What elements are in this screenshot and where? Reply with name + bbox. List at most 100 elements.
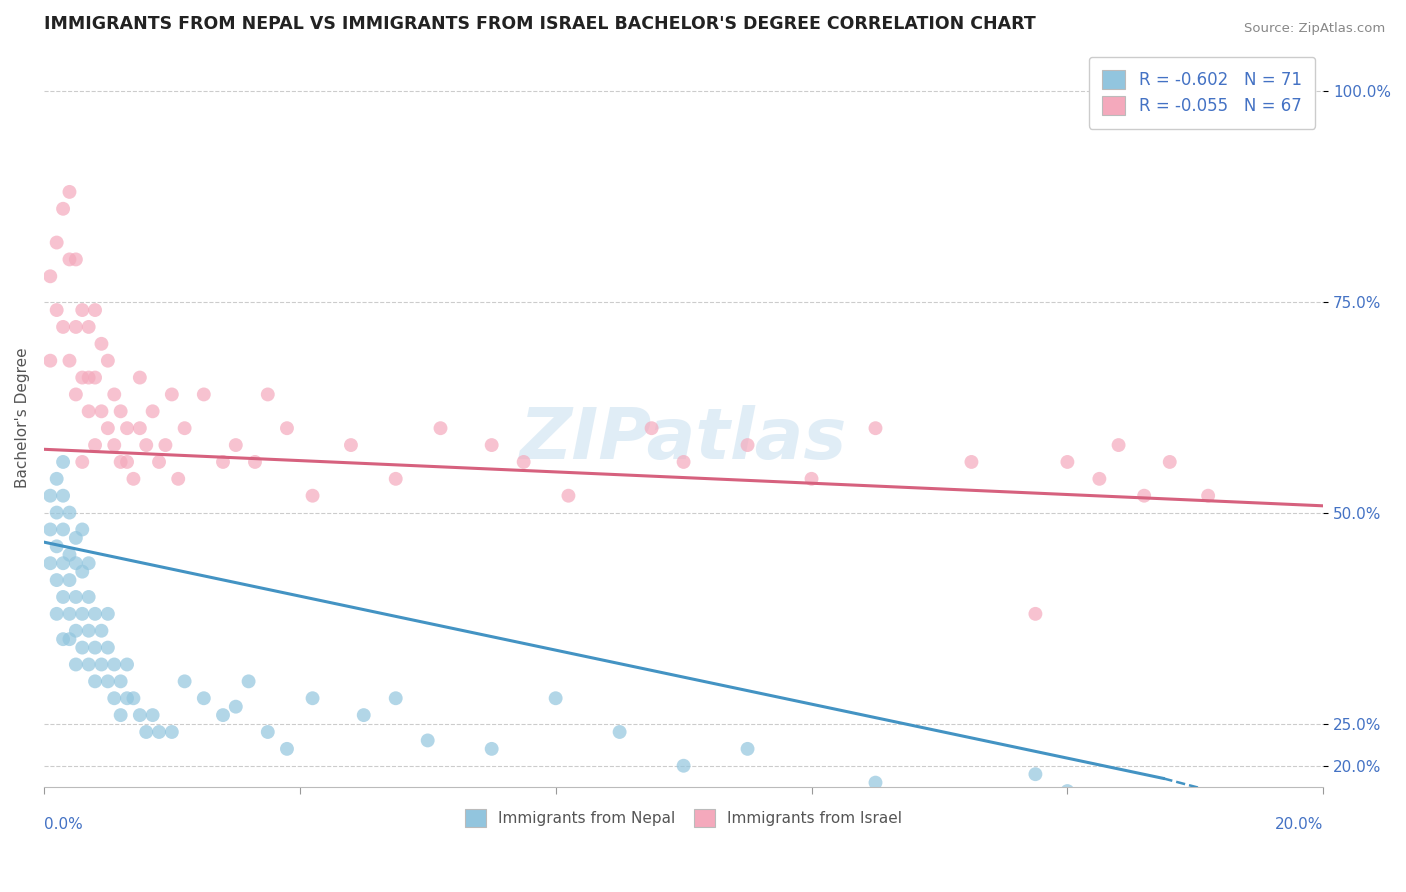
Point (84, 674, 107, 689)
Point (84, 640, 107, 655)
Point (72, 370, 94, 384)
Point (128, 421, 150, 435)
Point (90, 657, 112, 672)
Point (960, 455, 983, 469)
Point (45, 539, 67, 553)
Point (97, 421, 120, 435)
Point (103, 657, 125, 672)
Point (672, 758, 695, 772)
Point (65, 531, 87, 545)
Point (193, 387, 215, 401)
Point (301, 691, 323, 706)
Point (58, 632, 80, 647)
Point (39, 269, 62, 284)
Point (155, 438, 177, 452)
Point (39, 353, 62, 368)
Point (77, 404, 100, 418)
Point (77, 320, 100, 334)
Point (276, 742, 298, 756)
Point (160, 725, 183, 739)
Point (512, 455, 534, 469)
Point (256, 387, 278, 401)
Point (110, 404, 132, 418)
Point (481, 438, 503, 452)
Point (65, 252, 87, 267)
Point (142, 708, 165, 723)
Point (97, 607, 120, 621)
Point (1088, 472, 1111, 486)
Point (115, 691, 138, 706)
Point (52, 489, 75, 503)
Point (77, 624, 100, 638)
Point (238, 674, 260, 689)
Point (58, 607, 80, 621)
Point (148, 455, 170, 469)
Point (65, 624, 87, 638)
Point (65, 590, 87, 604)
Point (1024, 607, 1046, 621)
Point (39, 556, 62, 570)
Point (243, 455, 266, 469)
Point (58, 548, 80, 562)
Point (52, 556, 75, 570)
Point (45, 607, 67, 621)
Point (77, 657, 100, 672)
Point (39, 489, 62, 503)
Point (97, 353, 120, 368)
Point (45, 506, 67, 520)
Text: 20.0%: 20.0% (1275, 817, 1323, 832)
Point (90, 336, 112, 351)
Point (58, 353, 80, 368)
Point (609, 725, 631, 739)
Point (65, 320, 87, 334)
Point (45, 235, 67, 250)
Point (84, 438, 107, 452)
Point (557, 489, 579, 503)
Point (1133, 489, 1156, 503)
Point (52, 320, 75, 334)
Point (65, 387, 87, 401)
Point (340, 438, 363, 452)
Point (256, 725, 278, 739)
Point (416, 733, 439, 747)
Point (1159, 455, 1181, 469)
Point (128, 370, 150, 384)
Point (225, 699, 247, 714)
Point (1024, 767, 1046, 781)
Point (1108, 438, 1130, 452)
Point (115, 455, 138, 469)
Point (103, 438, 125, 452)
Point (84, 607, 107, 621)
Point (148, 725, 170, 739)
Point (115, 657, 138, 672)
Y-axis label: Bachelor's Degree: Bachelor's Degree (15, 347, 30, 488)
Point (135, 725, 157, 739)
Point (110, 674, 132, 689)
Point (865, 775, 887, 789)
Point (90, 404, 112, 418)
Point (800, 472, 823, 486)
Point (212, 708, 235, 723)
Point (128, 708, 150, 723)
Point (193, 691, 215, 706)
Point (1197, 489, 1219, 503)
Point (52, 590, 75, 604)
Point (90, 624, 112, 638)
Legend: Immigrants from Nepal, Immigrants from Israel: Immigrants from Nepal, Immigrants from I… (457, 802, 910, 835)
Point (110, 708, 132, 723)
Text: IMMIGRANTS FROM NEPAL VS IMMIGRANTS FROM ISRAEL BACHELOR'S DEGREE CORRELATION CH: IMMIGRANTS FROM NEPAL VS IMMIGRANTS FROM… (44, 15, 1036, 33)
Point (384, 472, 406, 486)
Point (72, 565, 94, 579)
Point (640, 421, 662, 435)
Point (65, 657, 87, 672)
Point (72, 640, 94, 655)
Point (173, 674, 195, 689)
Point (58, 506, 80, 520)
Point (52, 455, 75, 469)
Point (97, 640, 120, 655)
Point (52, 202, 75, 216)
Point (103, 387, 125, 401)
Point (225, 438, 247, 452)
Point (65, 556, 87, 570)
Point (72, 523, 94, 537)
